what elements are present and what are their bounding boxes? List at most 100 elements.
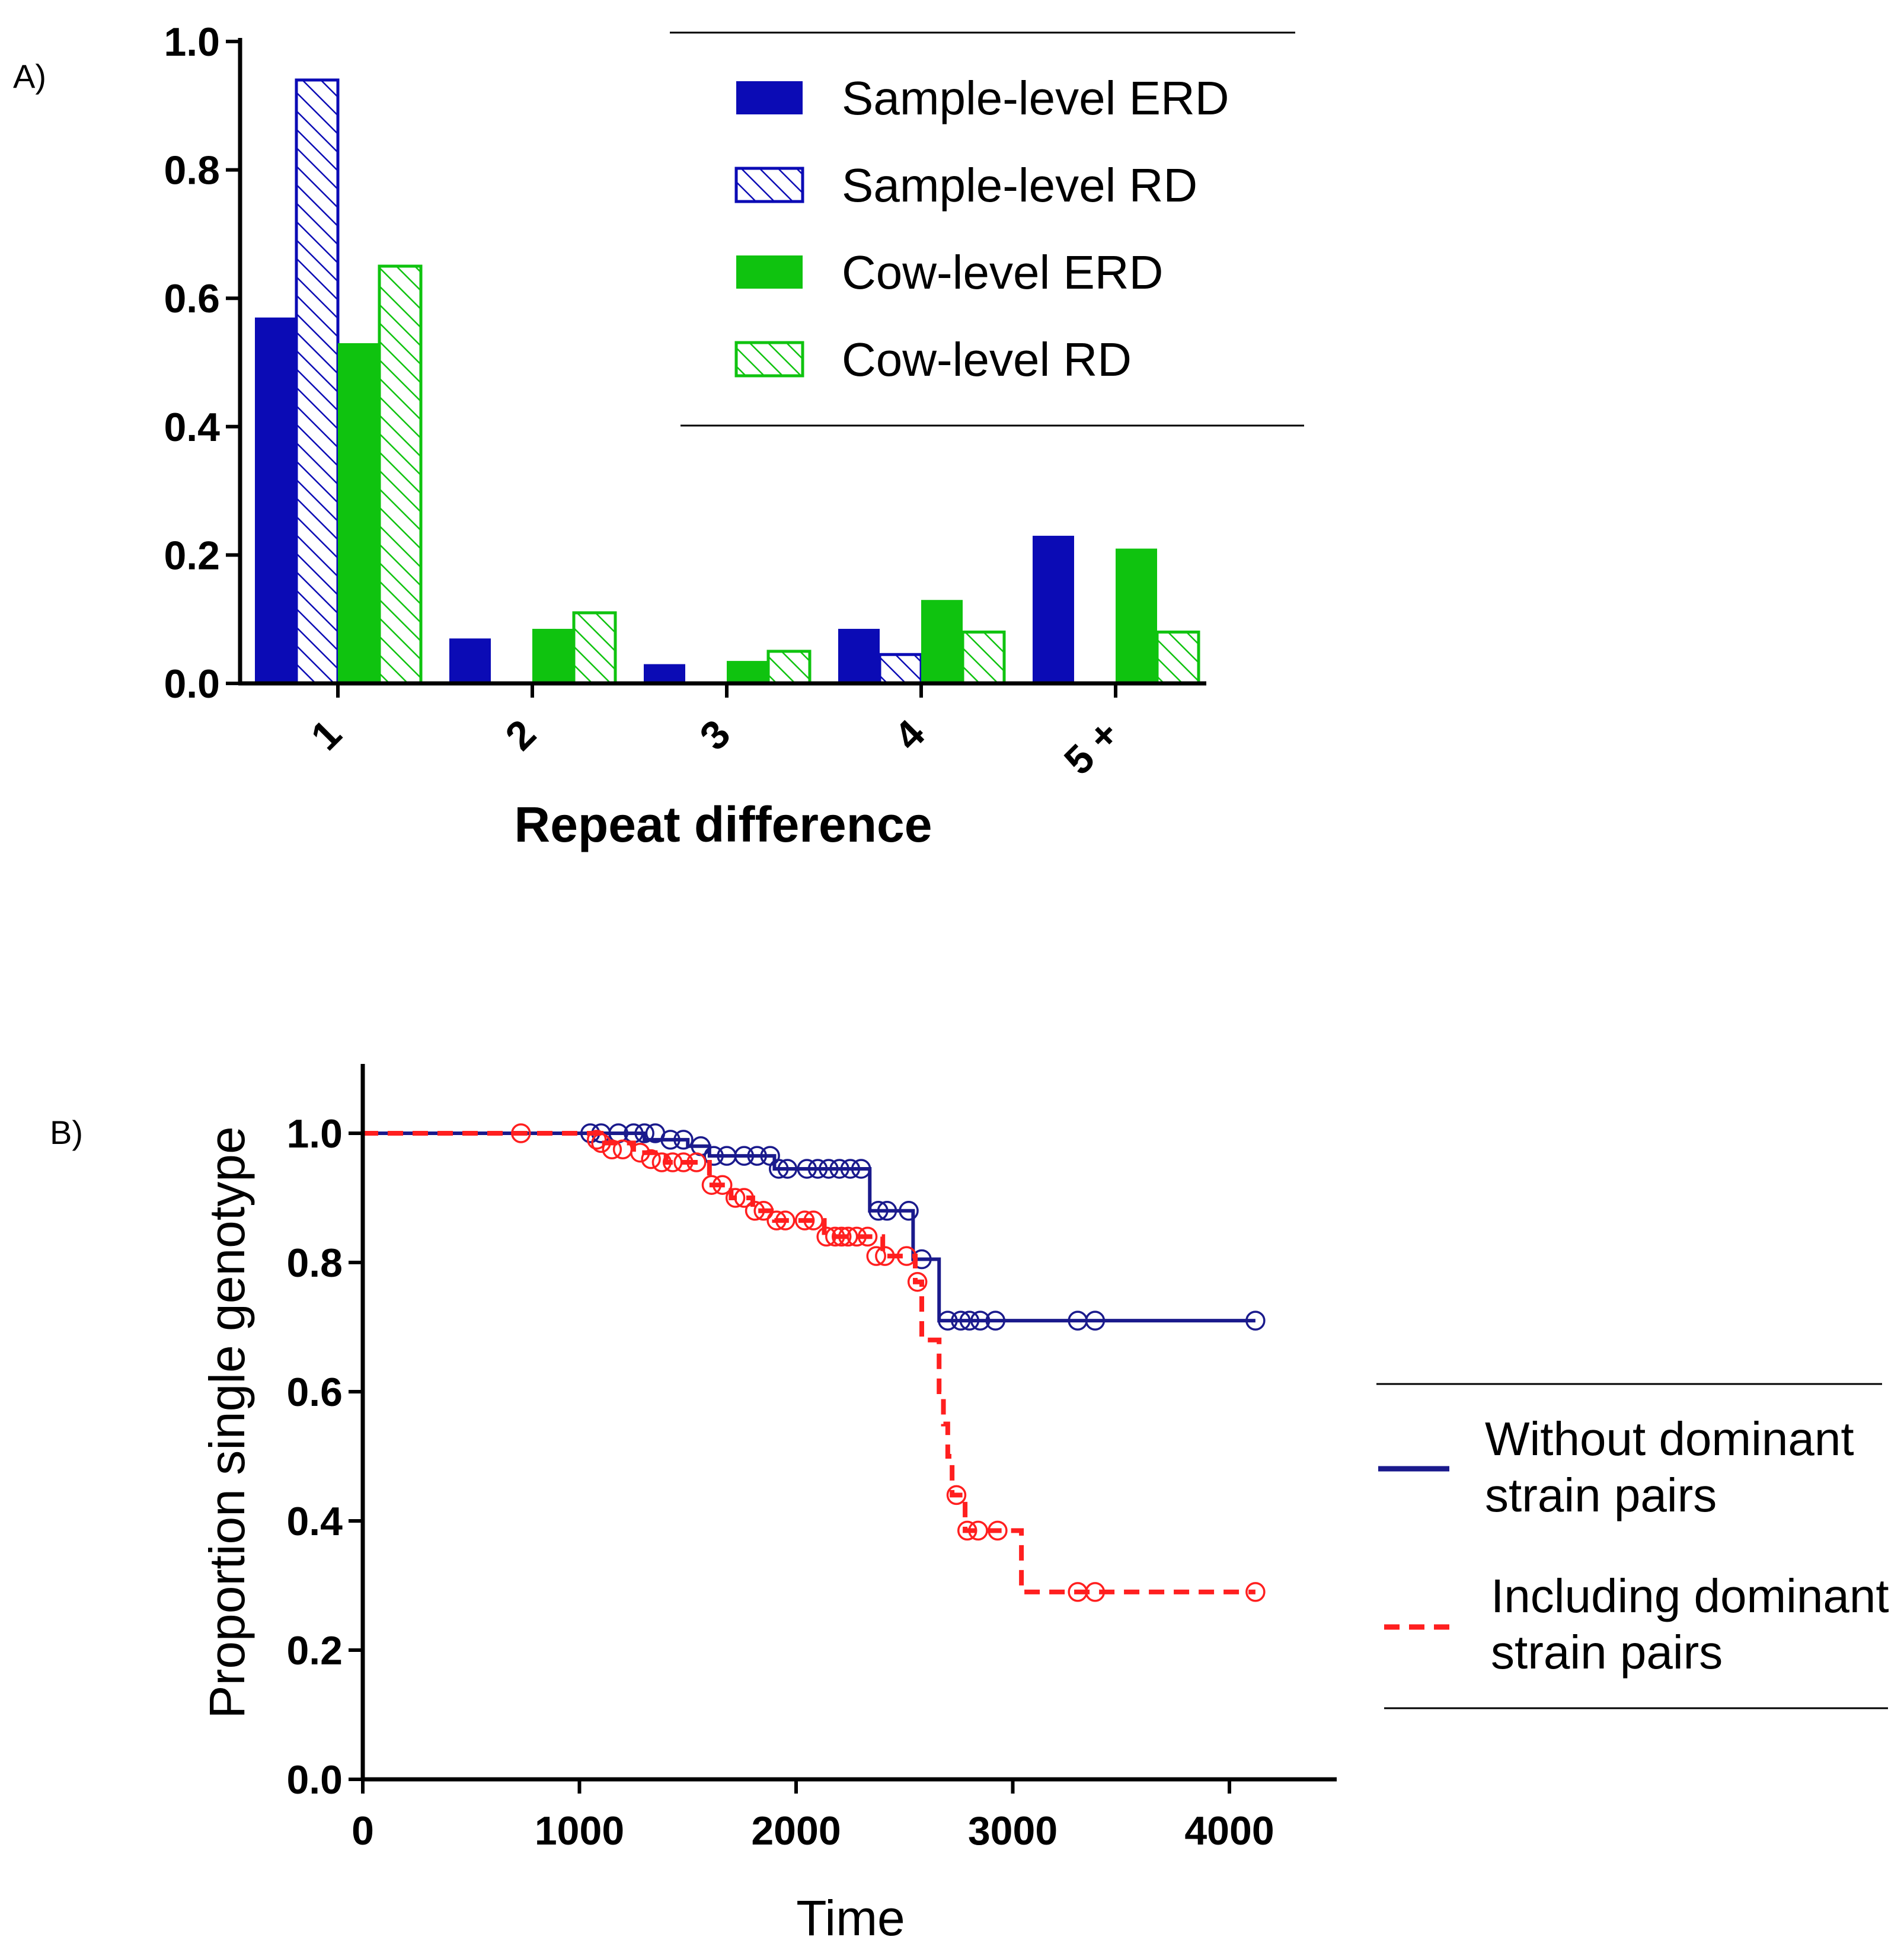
bar: [378, 264, 423, 685]
series-line: [363, 1131, 1256, 1594]
legend-entry: Sample-level ERD: [842, 72, 1229, 124]
panel-a-label: A): [13, 57, 46, 95]
y-tick-label: 1.0: [164, 20, 220, 65]
bar: [838, 628, 880, 683]
x-tick-label: 1: [302, 711, 350, 759]
censor-point: [829, 1159, 849, 1179]
censor-point: [807, 1159, 828, 1179]
censor-point: [686, 1152, 707, 1172]
bar-chart: 0.0 0.2 0.4 0.6 0.8 1.0 1 2 3 4 5 + Repeat differen…: [164, 20, 1206, 852]
bar: [644, 664, 685, 683]
x-tick-label: 4000: [1184, 1808, 1274, 1853]
x-axis-title: Repeat difference: [515, 797, 932, 852]
censor-point: [1085, 1310, 1106, 1331]
censor-point: [851, 1159, 871, 1179]
censor-point: [899, 1201, 919, 1221]
censor-point: [747, 1146, 767, 1166]
y-tick-label: 0.2: [164, 533, 220, 578]
censor-point: [734, 1146, 755, 1166]
x-tick-label: 2000: [751, 1808, 841, 1853]
legend-swatch: [736, 255, 803, 289]
censor-point: [777, 1159, 798, 1179]
legend-entry-line: strain pairs: [1485, 1469, 1717, 1522]
legend-entry-line: strain pairs: [1491, 1626, 1723, 1679]
y-tick-label: 0.8: [164, 148, 220, 193]
bar: [1155, 630, 1200, 685]
censor-point: [1085, 1582, 1106, 1602]
y-tick-label: 1.0: [286, 1111, 343, 1156]
panel-b-label: B): [50, 1114, 83, 1151]
censor-point: [959, 1310, 980, 1331]
bar: [727, 661, 768, 683]
censor-point: [951, 1310, 971, 1331]
censor-point: [970, 1310, 991, 1331]
censor-point: [775, 1210, 796, 1230]
censor-point: [612, 1139, 633, 1159]
bar: [1033, 535, 1074, 683]
legend-entry: Sample-level RD: [842, 159, 1197, 212]
y-tick-label: 0.8: [286, 1241, 343, 1286]
censor-point: [866, 1246, 886, 1266]
censor-point: [985, 1310, 1006, 1331]
y-tick-label: 0.2: [286, 1628, 343, 1673]
legend-swatch: [736, 81, 803, 114]
censor-point: [868, 1201, 889, 1221]
censor-point: [602, 1139, 622, 1159]
censor-point: [673, 1130, 694, 1150]
bar: [295, 78, 340, 685]
censor-point: [816, 1226, 836, 1247]
censor-point: [660, 1130, 681, 1150]
y-tick-label: 0.6: [164, 276, 220, 321]
censor-point: [857, 1226, 878, 1247]
censor-point: [662, 1152, 683, 1172]
legend-entry-line: Without dominant: [1485, 1412, 1854, 1465]
survival-chart: 0.0 0.2 0.4 0.6 0.8 1.0 0 1000 2000 3000 4000 Time P…: [199, 1064, 1337, 1946]
censor-point: [725, 1188, 746, 1208]
censor-point: [912, 1249, 932, 1270]
censor-point: [591, 1133, 611, 1153]
censor-point: [819, 1159, 839, 1179]
censor-point: [988, 1520, 1008, 1541]
x-tick-label: 0: [352, 1808, 374, 1853]
bar: [449, 638, 491, 683]
censor-point: [745, 1201, 765, 1221]
censor-point: [766, 1210, 787, 1230]
censor-point: [1245, 1582, 1266, 1602]
censor-point: [846, 1226, 867, 1247]
bar: [255, 317, 296, 683]
censor-point: [877, 1201, 897, 1221]
bar: [766, 650, 812, 685]
censor-point: [704, 1146, 724, 1166]
censor-point: [797, 1159, 817, 1179]
censor-point: [673, 1152, 694, 1172]
y-axis-title: Proportion single genotype: [199, 1126, 255, 1718]
censor-point: [586, 1130, 607, 1150]
bar: [961, 630, 1006, 685]
bar: [572, 611, 617, 685]
censor-point: [734, 1188, 755, 1208]
censor-point: [825, 1226, 845, 1247]
censor-point: [907, 1271, 928, 1292]
censor-point: [968, 1520, 988, 1541]
y-tick-label: 0.4: [286, 1499, 343, 1544]
x-tick-label: 5 +: [1056, 711, 1128, 784]
x-tick-label: 3: [691, 711, 739, 759]
censor-point: [651, 1152, 672, 1172]
censor-point: [753, 1201, 774, 1221]
x-tick-label: 1000: [535, 1808, 624, 1853]
censor-point: [641, 1149, 661, 1169]
censor-point: [838, 1226, 858, 1247]
censor-point: [1245, 1310, 1266, 1331]
censor-point: [630, 1142, 650, 1163]
legend-entry: Cow-level RD: [842, 333, 1132, 386]
bar-chart-legend: Sample-level ERD Sample-level RD Cow-level…: [670, 31, 1304, 427]
x-tick-label: 3000: [968, 1808, 1058, 1853]
bar: [878, 653, 923, 685]
x-tick-label: 2: [497, 711, 544, 759]
x-axis-title: Time: [796, 1890, 905, 1946]
bar: [921, 600, 963, 683]
censor-point: [840, 1159, 861, 1179]
y-tick-label: 0.0: [286, 1757, 343, 1802]
